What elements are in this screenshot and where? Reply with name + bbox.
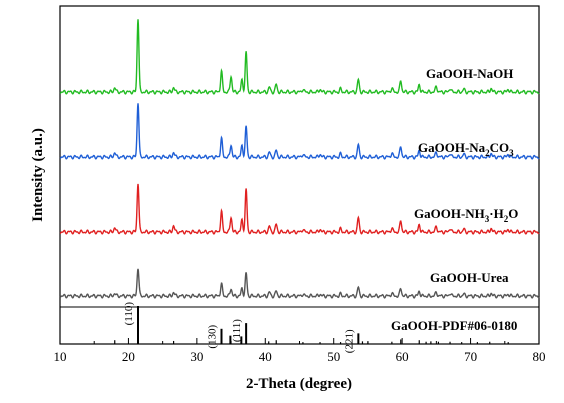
x-tick-label: 80: [533, 349, 546, 364]
series-label: GaOOH-NH3·H2O: [414, 206, 518, 224]
plot-frame: [59, 5, 540, 345]
series-label: GaOOH-Na2CO3: [418, 140, 514, 158]
hkl-label: (130): [206, 324, 218, 348]
series-line: [59, 268, 540, 299]
x-tick-label: 30: [190, 349, 203, 364]
series-label: GaOOH-Urea: [430, 270, 509, 285]
reference-label: GaOOH-PDF#06-0180: [391, 318, 517, 333]
x-tick-label: 50: [327, 349, 340, 364]
label-part: GaOOH-NH: [414, 206, 485, 221]
series-GaOOH-NaOH: GaOOH-NaOH: [59, 19, 540, 95]
x-tick-label: 40: [259, 349, 272, 364]
x-axis-title: 2-Theta (degree): [246, 376, 352, 392]
label-part: ·H: [489, 206, 503, 221]
label-part: 3: [485, 214, 490, 224]
x-tick-label: 20: [122, 349, 135, 364]
hkl-label: (110): [123, 302, 135, 326]
x-axis: 10 20 30 40 50 60 70 80: [54, 338, 546, 364]
label-part: O: [508, 206, 518, 221]
y-axis-title: Intensity (a.u.): [30, 128, 46, 222]
label-part: CO: [490, 140, 510, 155]
series-GaOOH-NH3·H2O: GaOOH-NH3·H2O: [59, 183, 540, 235]
label-part: GaOOH-PDF#06-0180: [391, 318, 517, 333]
label-part: GaOOH-NaOH: [426, 66, 513, 81]
x-tick-label: 10: [54, 349, 67, 364]
series-GaOOH-Na2CO3: GaOOH-Na2CO3: [59, 103, 540, 160]
label-part: 2: [504, 214, 509, 224]
series-label: GaOOH-NaOH: [426, 66, 513, 81]
label-part: GaOOH-Na: [418, 140, 486, 155]
x-tick-label: 70: [464, 349, 477, 364]
series-layer: GaOOH-NaOHGaOOH-Na2CO3GaOOH-NH3·H2OGaOOH…: [59, 19, 540, 299]
series-line: [59, 19, 540, 95]
label-part: 2: [485, 148, 490, 158]
label-part: GaOOH-Urea: [430, 270, 509, 285]
series-line: [59, 183, 540, 235]
hkl-label: (221): [343, 329, 355, 353]
reference-pattern: (110) (130) (111) (221) GaOOH-PDF#06-0180: [114, 302, 517, 353]
series-GaOOH-Urea: GaOOH-Urea: [59, 268, 540, 299]
series-line: [59, 103, 540, 160]
hkl-label: (111): [231, 319, 243, 342]
x-tick-label: 60: [396, 349, 409, 364]
label-part: 3: [509, 148, 514, 158]
